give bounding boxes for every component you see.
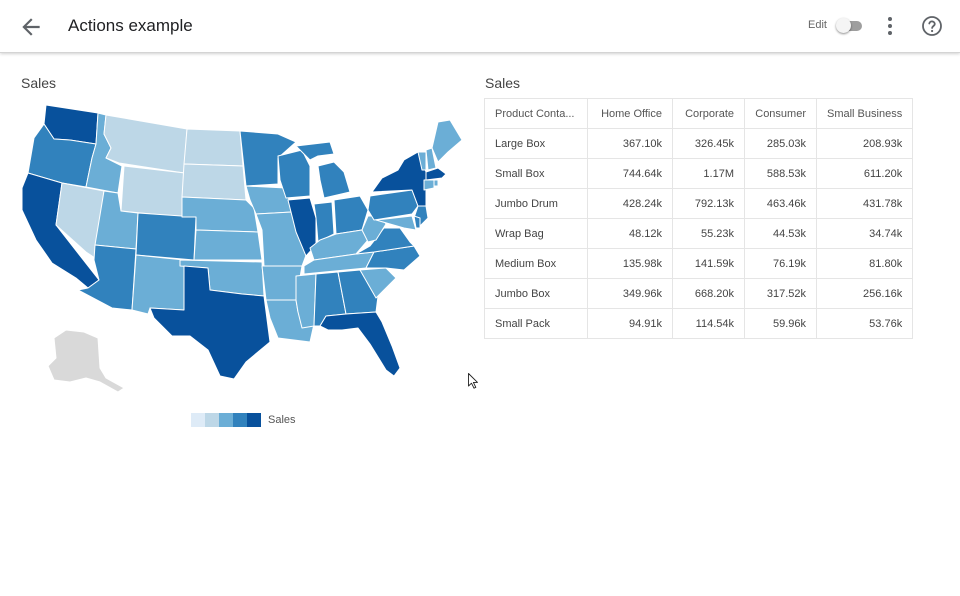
map-legend: Sales (191, 412, 296, 427)
table-row[interactable]: Small Box 744.64k 1.17M 588.53k 611.20k (484, 158, 914, 189)
arrow-left-icon[interactable] (18, 14, 44, 40)
state-south-carolina[interactable] (359, 267, 397, 299)
table-cell: 668.20k (672, 278, 745, 309)
state-michigan[interactable] (295, 141, 351, 199)
table-cell: 611.20k (815, 158, 914, 189)
table-row[interactable]: Large Box 367.10k 326.45k 285.03k 208.93… (484, 128, 914, 159)
state-pennsylvania[interactable] (367, 189, 419, 221)
legend-swatch-5[interactable] (247, 412, 261, 427)
table-cell: 81.80k (815, 248, 914, 279)
table-cell: 44.53k (744, 218, 817, 249)
table-header-row: Product Conta... Home Office Corporate C… (484, 98, 914, 129)
legend-label: Sales (268, 413, 296, 426)
table-cell: 34.74k (815, 218, 914, 249)
table-cell: 55.23k (672, 218, 745, 249)
us-choropleth-map (21, 104, 463, 393)
row-label: Wrap Bag (484, 218, 588, 249)
table-cell: 367.10k (587, 128, 673, 159)
row-label: Jumbo Box (484, 278, 588, 309)
legend-swatch-1[interactable] (191, 412, 205, 427)
table-cell: 1.17M (672, 158, 745, 189)
state-connecticut[interactable] (423, 179, 435, 191)
table-cell: 588.53k (744, 158, 817, 189)
map-states (21, 104, 463, 393)
state-rhode-island[interactable] (433, 179, 439, 187)
table-row[interactable]: Small Pack 94.91k 114.54k 59.96k 53.76k (484, 308, 914, 339)
map-title: Sales (21, 75, 57, 91)
state-colorado[interactable] (135, 212, 197, 261)
state-west-virginia[interactable] (361, 215, 387, 243)
table-cell: 208.93k (815, 128, 914, 159)
row-label: Small Box (484, 158, 588, 189)
table-cell: 53.76k (815, 308, 914, 339)
row-label: Jumbo Drum (484, 188, 588, 219)
state-delaware[interactable] (413, 215, 421, 229)
state-south-dakota[interactable] (181, 163, 247, 201)
table-cell: 256.16k (815, 278, 914, 309)
table-cell: 431.78k (815, 188, 914, 219)
table-row[interactable]: Jumbo Drum 428.24k 792.13k 463.46k 431.7… (484, 188, 914, 219)
table-cell: 428.24k (587, 188, 673, 219)
state-vermont[interactable] (417, 151, 427, 171)
table-cell: 76.19k (744, 248, 817, 279)
state-wyoming[interactable] (120, 165, 186, 218)
table-row[interactable]: Wrap Bag 48.12k 55.23k 44.53k 34.74k (484, 218, 914, 249)
table-cell: 792.13k (672, 188, 745, 219)
table-cell: 285.03k (744, 128, 817, 159)
page-title: Actions example (68, 16, 193, 35)
legend-swatch-4[interactable] (233, 412, 247, 427)
table-cell: 135.98k (587, 248, 673, 279)
table-cell: 141.59k (672, 248, 745, 279)
column-header-home-office[interactable]: Home Office (587, 98, 673, 129)
row-label: Medium Box (484, 248, 588, 279)
row-label: Large Box (484, 128, 588, 159)
state-georgia[interactable] (337, 269, 379, 315)
table-row[interactable]: Jumbo Box 349.96k 668.20k 317.52k 256.16… (484, 278, 914, 309)
state-ohio[interactable] (333, 195, 369, 235)
state-new-hampshire[interactable] (425, 147, 437, 171)
column-header-consumer[interactable]: Consumer (744, 98, 817, 129)
state-kansas[interactable] (193, 229, 263, 261)
legend-swatch-3[interactable] (219, 412, 233, 427)
table-cell: 463.46k (744, 188, 817, 219)
top-app-bar: Actions example Edit (0, 0, 960, 53)
sales-table: Product Conta... Home Office Corporate C… (484, 98, 914, 339)
state-maine[interactable] (431, 119, 463, 163)
table-cell: 94.91k (587, 308, 673, 339)
table-title: Sales (485, 75, 521, 91)
state-nevada[interactable] (55, 182, 105, 259)
edit-label: Edit (808, 19, 827, 31)
table-cell: 326.45k (672, 128, 745, 159)
state-maryland[interactable] (375, 215, 417, 231)
legend-swatch-2[interactable] (205, 412, 219, 427)
state-north-dakota[interactable] (183, 128, 244, 167)
table-cell: 48.12k (587, 218, 673, 249)
state-new-mexico[interactable] (131, 254, 185, 315)
toggle-knob (836, 18, 851, 33)
table-row[interactable]: Medium Box 135.98k 141.59k 76.19k 81.80k (484, 248, 914, 279)
table-cell: 59.96k (744, 308, 817, 339)
state-massachusetts[interactable] (425, 167, 447, 181)
toggle-track (840, 21, 862, 31)
table-cell: 349.96k (587, 278, 673, 309)
state-alaska[interactable] (47, 329, 125, 393)
table-cell: 114.54k (672, 308, 745, 339)
mouse-pointer-icon (468, 373, 478, 389)
state-florida[interactable] (319, 311, 401, 377)
edit-toggle[interactable] (836, 18, 864, 33)
table-cell: 744.64k (587, 158, 673, 189)
column-header-product-container[interactable]: Product Conta... (484, 98, 588, 129)
state-texas[interactable] (149, 265, 271, 380)
column-header-small-business[interactable]: Small Business (815, 98, 914, 129)
row-label: Small Pack (484, 308, 588, 339)
state-virginia[interactable] (355, 227, 415, 255)
table-cell: 317.52k (744, 278, 817, 309)
column-header-corporate[interactable]: Corporate (672, 98, 745, 129)
more-vert-icon[interactable] (880, 14, 900, 38)
help-icon[interactable] (920, 14, 944, 38)
